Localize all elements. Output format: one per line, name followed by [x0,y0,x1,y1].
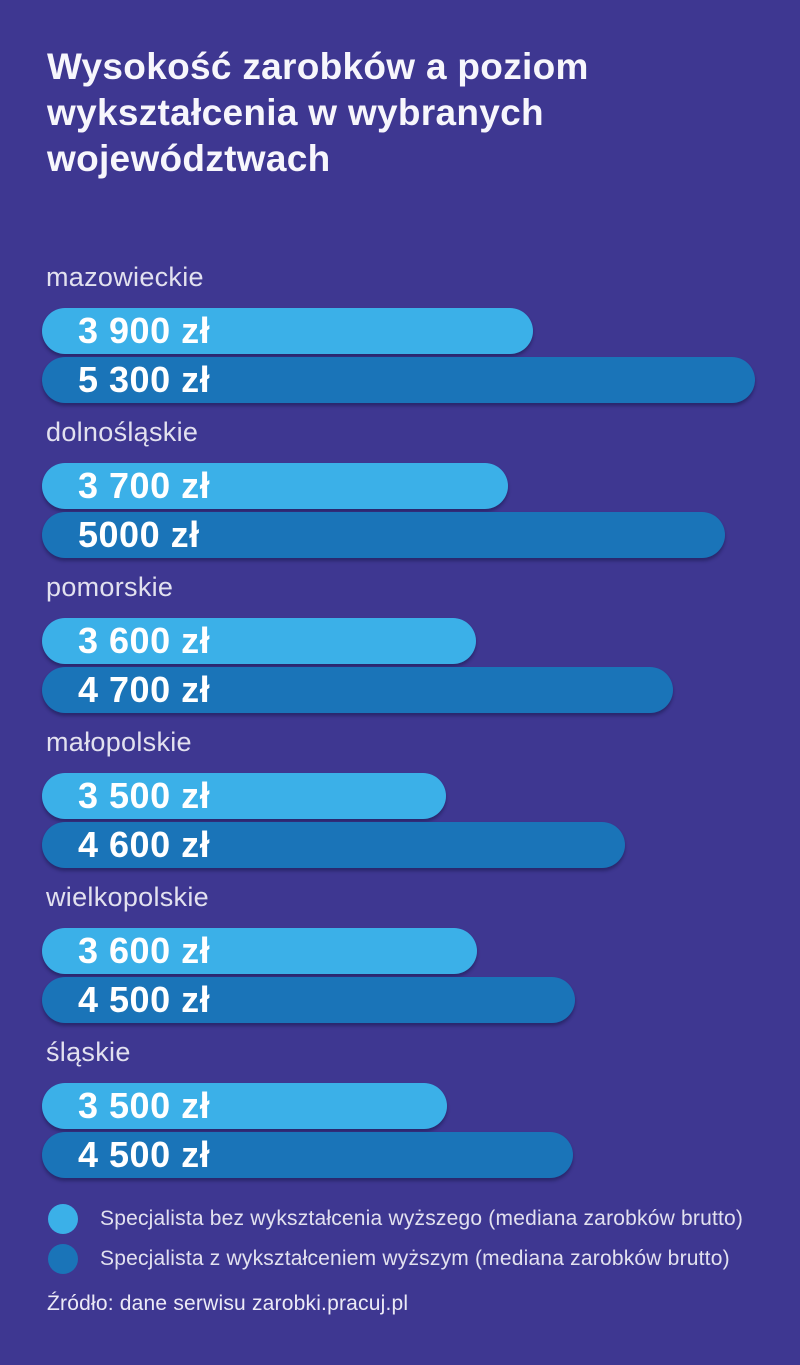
legend-label: Specjalista z wykształceniem wyższym (me… [100,1247,730,1270]
legend-dot-light-blue-icon [48,1204,78,1234]
bar-value-label: 4 500 zł [78,979,211,1020]
bar-no-higher-education: 3 900 zł [42,308,533,354]
bar-no-higher-education: 3 500 zł [42,1083,447,1129]
bar-higher-education: 4 700 zł [42,667,673,713]
bar-value-label: 3 500 zł [78,775,211,816]
bar-higher-education: 4 500 zł [42,1132,573,1178]
legend-dot-dark-blue-icon [48,1244,78,1274]
chart-title: Wysokość zarobków a poziom wykształcenia… [47,46,589,179]
bar-higher-education: 4 600 zł [42,822,625,868]
bar-higher-education: 4 500 zł [42,977,575,1023]
source-note: Źródło: dane serwisu zarobki.pracuj.pl [47,1292,409,1315]
region-group: dolnośląskie 3 700 zł 5000 zł [42,417,758,558]
region-label: mazowieckie [46,262,204,292]
bar-higher-education: 5 300 zł [42,357,755,403]
bar-value-label: 3 600 zł [78,930,211,971]
bar-value-label: 3 900 zł [78,310,211,351]
legend-item-higher-education: Specjalista z wykształceniem wyższym (me… [48,1244,743,1274]
region-group: śląskie 3 500 zł 4 500 zł [42,1037,758,1178]
bar-value-label: 5000 zł [78,514,200,555]
bar-no-higher-education: 3 700 zł [42,463,508,509]
region-label: pomorskie [46,572,174,602]
bar-no-higher-education: 3 600 zł [42,618,476,664]
region-group: mazowieckie 3 900 zł 5 300 zł [42,262,758,403]
region-label: śląskie [46,1037,131,1067]
legend-label: Specjalista bez wykształcenia wyższego (… [100,1207,744,1230]
region-group: małopolskie 3 500 zł 4 600 zł [42,727,758,868]
bar-value-label: 4 600 zł [78,824,211,865]
region-group: pomorskie 3 600 zł 4 700 zł [42,572,758,713]
bar-value-label: 3 500 zł [78,1085,211,1126]
legend: Specjalista bez wykształcenia wyższego (… [48,1204,743,1284]
bar-value-label: 4 500 zł [78,1134,211,1175]
bar-value-label: 3 600 zł [78,620,211,661]
bar-value-label: 5 300 zł [78,359,211,400]
bar-higher-education: 5000 zł [42,512,725,558]
bar-value-label: 4 700 zł [78,669,211,710]
region-label: dolnośląskie [46,417,199,447]
region-label: małopolskie [46,727,192,757]
bar-chart: mazowieckie 3 900 zł 5 300 zł dolnośląskie 3… [42,262,758,1192]
bar-no-higher-education: 3 500 zł [42,773,446,819]
bar-value-label: 3 700 zł [78,465,211,506]
bar-no-higher-education: 3 600 zł [42,928,477,974]
legend-item-no-higher-education: Specjalista bez wykształcenia wyższego (… [48,1204,743,1234]
region-label: wielkopolskie [46,882,209,912]
region-group: wielkopolskie 3 600 zł 4 500 zł [42,882,758,1023]
